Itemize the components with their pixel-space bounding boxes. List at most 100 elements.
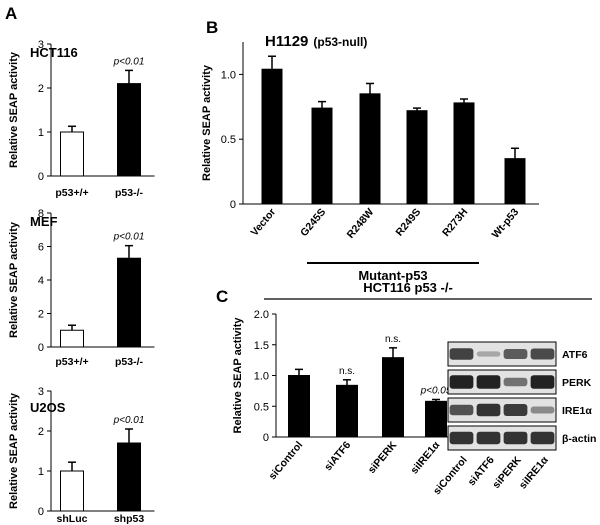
- y-tick-label: 8: [38, 208, 44, 220]
- y-tick-label: 1: [38, 127, 44, 139]
- bar: [359, 93, 381, 205]
- category-label: siPERK: [366, 439, 400, 476]
- chart-title: U2OS: [30, 400, 66, 415]
- y-axis-label: Relative SEAP activity: [232, 317, 244, 434]
- blot-band: [449, 348, 474, 360]
- y-tick-label: 1: [38, 466, 44, 478]
- category-label: R273H: [440, 206, 470, 239]
- blot-band-label: β-actin: [562, 433, 596, 445]
- bar: [261, 68, 283, 205]
- blot-band: [476, 403, 501, 417]
- bar: [117, 442, 141, 512]
- bar: [117, 257, 141, 348]
- bar: [336, 384, 358, 438]
- y-axis-label: Relative SEAP activity: [201, 64, 213, 181]
- bar: [504, 158, 526, 205]
- bar: [453, 102, 475, 205]
- y-axis-label: Relative SEAP activity: [8, 392, 20, 509]
- bar: [406, 110, 428, 205]
- y-tick-label: 2: [38, 309, 44, 321]
- bar: [60, 470, 84, 512]
- category-label: shLuc: [57, 513, 88, 525]
- category-label: Wt-p53: [490, 206, 522, 241]
- category-label: p53-/-: [115, 356, 144, 368]
- category-label: siIRE1α: [408, 439, 442, 477]
- category-label: G245S: [298, 206, 328, 239]
- bar: [117, 83, 141, 177]
- title-sub: (p53-null): [313, 35, 367, 49]
- y-tick-label: 1.0: [254, 371, 269, 383]
- blot-band: [503, 377, 528, 387]
- y-tick-label: 2.0: [254, 309, 269, 321]
- blot-band-label: PERK: [562, 377, 592, 389]
- y-tick-label: 0.5: [221, 134, 236, 146]
- category-label: siATF6: [322, 439, 353, 473]
- group-label: Mutant-p53: [358, 268, 427, 283]
- blot-band: [503, 431, 528, 445]
- category-label: p53+/+: [55, 356, 88, 368]
- bar: [60, 131, 84, 177]
- bar: [288, 375, 310, 438]
- blot-band-label: IRE1α: [562, 405, 592, 417]
- blot-band-label: ATF6: [562, 349, 588, 361]
- western-blot: ATF6PERKIRE1αβ-actinsiControlsiATF6siPER…: [431, 341, 596, 497]
- y-tick-label: 1.5: [254, 340, 269, 352]
- chart-title: H1129 (p53-null): [265, 33, 367, 50]
- chart-hct116: HCT116 Relative SEAP activity 0 1 2 3 p53+/+ p5…: [8, 39, 155, 199]
- y-axis-label: Relative SEAP activity: [8, 221, 20, 338]
- blot-band: [476, 375, 501, 389]
- blot-band: [449, 431, 474, 445]
- panel-label-a: A: [5, 4, 17, 23]
- category-label: siControl: [266, 439, 305, 482]
- panel-label-b: B: [206, 18, 218, 37]
- blot-band: [530, 375, 555, 389]
- blot-band: [449, 404, 474, 416]
- y-tick-label: 0.5: [254, 401, 269, 413]
- blot-band: [449, 375, 474, 389]
- y-tick-label: 0: [38, 342, 44, 354]
- chart-title: HCT116: [30, 45, 78, 60]
- significance-label: p<0.05: [420, 385, 452, 396]
- title-main: H1129: [265, 33, 308, 50]
- category-label: p53-/-: [115, 187, 144, 199]
- chart-h1129: H1129 (p53-null) Relative SEAP activity 0 0.…: [201, 33, 539, 283]
- y-tick-label: 3: [38, 39, 44, 51]
- bar: [311, 107, 333, 205]
- y-tick-label: 1.0: [221, 69, 236, 81]
- bar: [60, 329, 84, 348]
- y-tick-label: 2: [38, 83, 44, 95]
- chart-u2os: U2OS Relative SEAP activity 0 1 2 3 shLuc shp53…: [8, 386, 155, 525]
- panel-label-c: C: [216, 287, 228, 306]
- blot-band: [530, 406, 555, 414]
- blot-lane-label: siControl: [431, 454, 470, 497]
- significance-label: n.s.: [339, 366, 355, 377]
- blot-band: [476, 431, 501, 445]
- blot-lane-label: siIRE1α: [517, 454, 551, 492]
- significance-label: p<0.01: [113, 232, 145, 243]
- y-tick-label: 0: [263, 432, 269, 444]
- bar: [382, 357, 404, 438]
- blot-band: [476, 351, 501, 357]
- chart-title: HCT116 p53 -/-: [363, 280, 453, 295]
- y-tick-label: 0: [230, 199, 236, 211]
- category-label: Vector: [248, 206, 278, 238]
- blot-band: [503, 404, 528, 416]
- y-tick-label: 6: [38, 242, 44, 254]
- bar: [425, 400, 447, 438]
- significance-label: p<0.01: [113, 415, 145, 426]
- category-label: shp53: [114, 513, 145, 525]
- y-tick-label: 0: [38, 171, 44, 183]
- y-tick-label: 0: [38, 506, 44, 518]
- y-axis-label: Relative SEAP activity: [8, 51, 20, 168]
- category-label: p53+/+: [55, 187, 88, 199]
- category-label: R248W: [345, 206, 377, 241]
- significance-label: p<0.01: [113, 56, 145, 67]
- blot-band: [530, 431, 555, 445]
- y-tick-label: 4: [38, 275, 44, 287]
- y-tick-label: 2: [38, 426, 44, 438]
- y-tick-label: 3: [38, 386, 44, 398]
- significance-label: n.s.: [385, 334, 401, 345]
- blot-band: [503, 349, 528, 359]
